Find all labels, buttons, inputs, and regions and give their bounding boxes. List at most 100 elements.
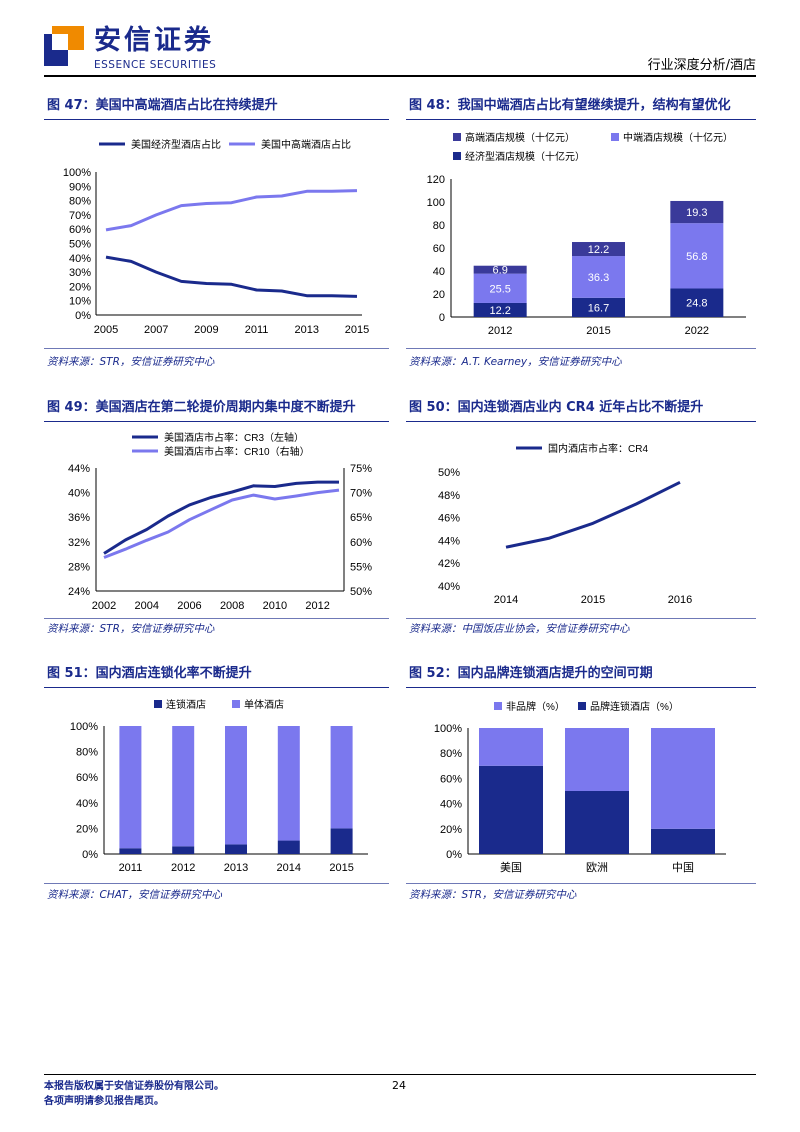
x-tick-label: 2006 bbox=[177, 600, 201, 612]
y-right-tick-label: 55% bbox=[350, 561, 372, 573]
bar-segment bbox=[651, 828, 715, 854]
y-tick-label: 40% bbox=[438, 581, 460, 593]
y-tick-label: 120 bbox=[427, 174, 445, 186]
figure-48-source: 资料来源：A.T. Kearney，安信证券研究中心 bbox=[409, 356, 622, 368]
figure-47-top-rule bbox=[44, 119, 389, 120]
y-tick-label: 90% bbox=[69, 181, 91, 193]
legend-highend-label: 高端酒店规模（十亿元） bbox=[465, 131, 575, 144]
legend-highend-swatch bbox=[453, 133, 461, 141]
y-tick-label: 40% bbox=[76, 798, 98, 810]
x-tick-label: 2014 bbox=[494, 594, 518, 606]
y-right-tick-label: 50% bbox=[350, 586, 372, 598]
legend-branded-chain-label: 品牌连锁酒店（%） bbox=[590, 700, 679, 713]
figure-51-top-rule bbox=[44, 687, 389, 688]
bar-value-label: 56.8 bbox=[686, 251, 707, 263]
bar-segment bbox=[119, 726, 142, 849]
x-tick-label: 中国 bbox=[672, 861, 694, 874]
figure-47-source: 资料来源：STR，安信证券研究中心 bbox=[47, 356, 215, 368]
figure-52-source: 资料来源：STR，安信证券研究中心 bbox=[409, 889, 577, 901]
bar-segment bbox=[119, 848, 142, 854]
x-tick-label: 美国 bbox=[500, 861, 522, 874]
y-tick-label: 40% bbox=[69, 253, 91, 265]
x-tick-label: 2008 bbox=[220, 600, 244, 612]
x-tick-label: 2002 bbox=[92, 600, 116, 612]
y-tick-label: 20% bbox=[76, 823, 98, 835]
y-left-tick-label: 24% bbox=[68, 586, 90, 598]
cr3-line bbox=[103, 480, 339, 555]
bar-segment bbox=[670, 200, 724, 224]
bar-segment bbox=[172, 726, 195, 847]
x-tick-label: 2013 bbox=[295, 324, 319, 336]
y-tick-label: 80% bbox=[69, 196, 91, 208]
legend-independent-swatch bbox=[232, 700, 240, 708]
x-tick-label: 2016 bbox=[668, 594, 692, 606]
midhigh-share-line bbox=[105, 189, 358, 232]
x-tick-label: 2005 bbox=[94, 324, 118, 336]
figure-50-bottom-rule bbox=[406, 618, 756, 619]
y-tick-label: 60% bbox=[440, 773, 462, 785]
bar-segment bbox=[225, 844, 247, 854]
figure-48-top-rule bbox=[406, 119, 756, 120]
y-left-tick-label: 44% bbox=[68, 463, 90, 475]
x-tick-label: 2014 bbox=[277, 862, 301, 874]
legend-cr10-label: 美国酒店市占率：CR10（右轴） bbox=[164, 445, 310, 458]
y-tick-label: 40 bbox=[433, 266, 445, 278]
economy-share-line bbox=[105, 255, 358, 298]
bar-segment bbox=[473, 265, 527, 274]
figure-49-bottom-rule bbox=[44, 618, 389, 619]
y-tick-label: 60% bbox=[76, 772, 98, 784]
legend-economy-swatch bbox=[453, 152, 461, 160]
bar-value-label: 25.5 bbox=[489, 283, 510, 295]
figure-48-chart: 高端酒店规模（十亿元） 中端酒店规模（十亿元） 经济型酒店规模（十亿元） 0 20 40 6… bbox=[427, 131, 746, 337]
y-right-tick-label: 70% bbox=[350, 488, 372, 500]
logo-chinese-name: 安信证券 bbox=[94, 25, 214, 56]
y-tick-label: 0% bbox=[75, 310, 91, 322]
x-tick-label: 2015 bbox=[345, 324, 369, 336]
legend-chain-swatch bbox=[154, 700, 162, 708]
footer-disclaimer: 各项声明请参见报告尾页。 bbox=[44, 1096, 164, 1107]
y-tick-label: 20 bbox=[433, 289, 445, 301]
legend-chain-label: 连锁酒店 bbox=[166, 698, 206, 711]
y-tick-label: 100% bbox=[434, 723, 462, 735]
page-number: 24 bbox=[392, 1079, 406, 1092]
x-tick-label: 2022 bbox=[685, 325, 709, 337]
x-tick-label: 2009 bbox=[194, 324, 218, 336]
y-tick-label: 60% bbox=[69, 224, 91, 236]
y-tick-label: 80% bbox=[440, 748, 462, 760]
header-divider bbox=[44, 75, 756, 77]
bar-value-label: 16.7 bbox=[588, 302, 609, 314]
figure-52-title: 图 52：国内品牌连锁酒店提升的空间可期 bbox=[409, 666, 653, 681]
figure-50-chart: 国内酒店市占率：CR4 40% 42% 44% 46% 48% 50% 2014 2015 201… bbox=[438, 442, 692, 606]
bar-value-label: 24.8 bbox=[686, 298, 707, 310]
figure-51-chart: 连锁酒店 单体酒店 0% 20% 40% 60% 80% 100% 2011 2012 2013 20… bbox=[70, 698, 368, 874]
figure-49-chart: 美国酒店市占率：CR3（左轴）美国酒店市占率：CR10（右轴） 24% 28% 32%… bbox=[68, 431, 372, 612]
figure-52-chart: 非品牌（%） 品牌连锁酒店（%） 0% 20% 40% 60% 80% 100% 美国 欧洲 中国 bbox=[434, 700, 726, 874]
y-tick-label: 100% bbox=[63, 167, 91, 179]
x-tick-label: 欧洲 bbox=[586, 861, 608, 874]
y-right-tick-label: 65% bbox=[350, 512, 372, 524]
figure-52-top-rule bbox=[406, 687, 756, 688]
bar-segment bbox=[565, 791, 629, 854]
x-tick-label: 2012 bbox=[305, 600, 329, 612]
bar-segment bbox=[473, 302, 527, 317]
company-logo-icon bbox=[44, 26, 84, 66]
y-tick-label: 44% bbox=[438, 535, 460, 547]
legend-midscale-label: 中端酒店规模（十亿元） bbox=[623, 131, 733, 144]
y-tick-label: 50% bbox=[69, 239, 91, 251]
figure-52-bottom-rule bbox=[406, 883, 756, 884]
figure-48-title: 图 48：我国中端酒店占比有望继续提升，结构有望优化 bbox=[409, 98, 731, 113]
bar-segment bbox=[473, 273, 527, 303]
x-tick-label: 2012 bbox=[171, 862, 195, 874]
figure-49-source: 资料来源：STR，安信证券研究中心 bbox=[47, 623, 215, 635]
x-tick-label: 2007 bbox=[144, 324, 168, 336]
y-tick-label: 46% bbox=[438, 513, 460, 525]
x-tick-label: 2011 bbox=[245, 324, 269, 336]
bar-value-label: 19.3 bbox=[686, 207, 707, 219]
bar-segment bbox=[670, 288, 724, 317]
bar-segment bbox=[172, 846, 195, 854]
y-tick-label: 50% bbox=[438, 467, 460, 479]
bar-value-label: 12.2 bbox=[588, 244, 609, 256]
footer-copyright: 本报告版权属于安信证券股份有限公司。 bbox=[44, 1081, 224, 1092]
bar-value-label: 12.2 bbox=[489, 305, 510, 317]
bar-value-label: 6.9 bbox=[493, 265, 508, 277]
